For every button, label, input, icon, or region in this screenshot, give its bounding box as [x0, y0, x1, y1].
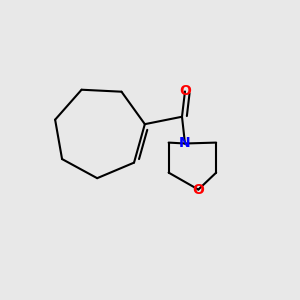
Text: O: O — [192, 183, 204, 196]
Text: N: N — [179, 136, 191, 151]
Text: O: O — [179, 85, 191, 98]
